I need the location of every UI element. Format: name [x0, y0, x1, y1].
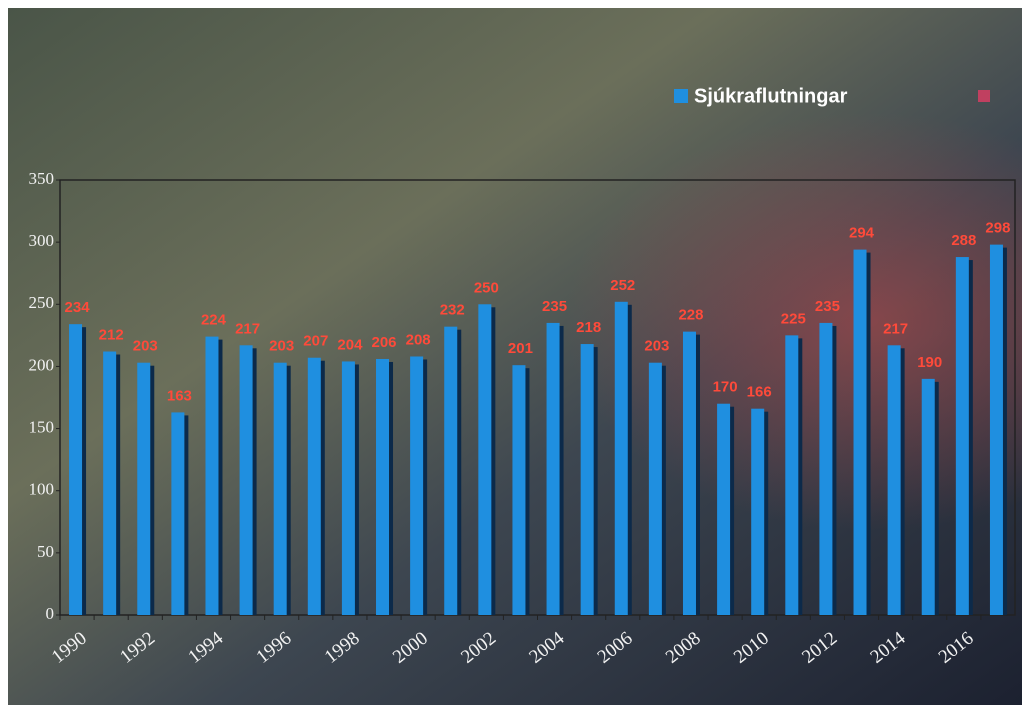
value-label: 163 [167, 387, 192, 404]
y-tick-label: 50 [37, 542, 54, 561]
value-label: 235 [542, 298, 567, 315]
bar [955, 257, 969, 615]
legend-swatch [674, 89, 688, 103]
bar [137, 362, 151, 615]
value-label: 224 [201, 312, 227, 329]
bar [410, 356, 424, 615]
value-label: 288 [951, 232, 976, 249]
value-label: 250 [474, 279, 499, 296]
bar [273, 362, 287, 615]
value-label: 203 [644, 338, 669, 355]
value-label: 225 [781, 310, 806, 327]
value-label: 228 [678, 307, 703, 324]
y-tick-label: 250 [29, 293, 55, 312]
bar [478, 304, 492, 615]
bar [682, 331, 696, 615]
value-label: 252 [610, 277, 635, 294]
value-label: 190 [917, 354, 942, 371]
y-tick-label: 200 [29, 355, 55, 374]
bar [512, 365, 526, 615]
value-label: 208 [406, 331, 431, 348]
y-tick-label: 350 [29, 169, 55, 188]
value-label: 166 [747, 384, 772, 401]
bar [546, 322, 560, 615]
bar [239, 345, 253, 615]
bar [580, 344, 594, 615]
y-tick-label: 300 [29, 231, 55, 250]
value-label: 204 [337, 336, 363, 353]
bar [444, 326, 458, 615]
bar [819, 322, 833, 615]
bar [341, 361, 355, 615]
bar [205, 336, 219, 615]
value-label: 217 [883, 320, 908, 337]
y-tick-label: 0 [46, 604, 55, 623]
y-tick-label: 150 [29, 417, 55, 436]
value-label: 206 [372, 334, 397, 351]
value-label: 294 [849, 225, 875, 242]
bar [989, 244, 1003, 615]
bar [853, 249, 867, 615]
bar [887, 345, 901, 615]
value-label: 212 [99, 326, 124, 343]
value-label: 203 [269, 338, 294, 355]
y-tick-label: 100 [29, 480, 55, 499]
bar [785, 335, 799, 615]
value-label: 232 [440, 302, 465, 319]
value-label: 201 [508, 340, 533, 357]
bar [376, 358, 390, 615]
bar [921, 378, 935, 615]
value-label: 298 [985, 220, 1010, 237]
bar [171, 412, 185, 615]
bar [103, 351, 117, 615]
value-label: 203 [133, 338, 158, 355]
value-label: 217 [235, 320, 260, 337]
bar [614, 301, 628, 615]
bar [69, 324, 83, 615]
bar [751, 408, 765, 615]
value-label: 234 [65, 299, 91, 316]
legend-swatch-extra [978, 90, 990, 102]
bar [648, 362, 662, 615]
legend-label: Sjúkraflutningar [694, 85, 848, 107]
bar [717, 403, 731, 615]
value-label: 170 [713, 379, 738, 396]
value-label: 218 [576, 319, 601, 336]
value-label: 235 [815, 298, 840, 315]
value-label: 207 [303, 333, 328, 350]
bar [307, 357, 321, 615]
